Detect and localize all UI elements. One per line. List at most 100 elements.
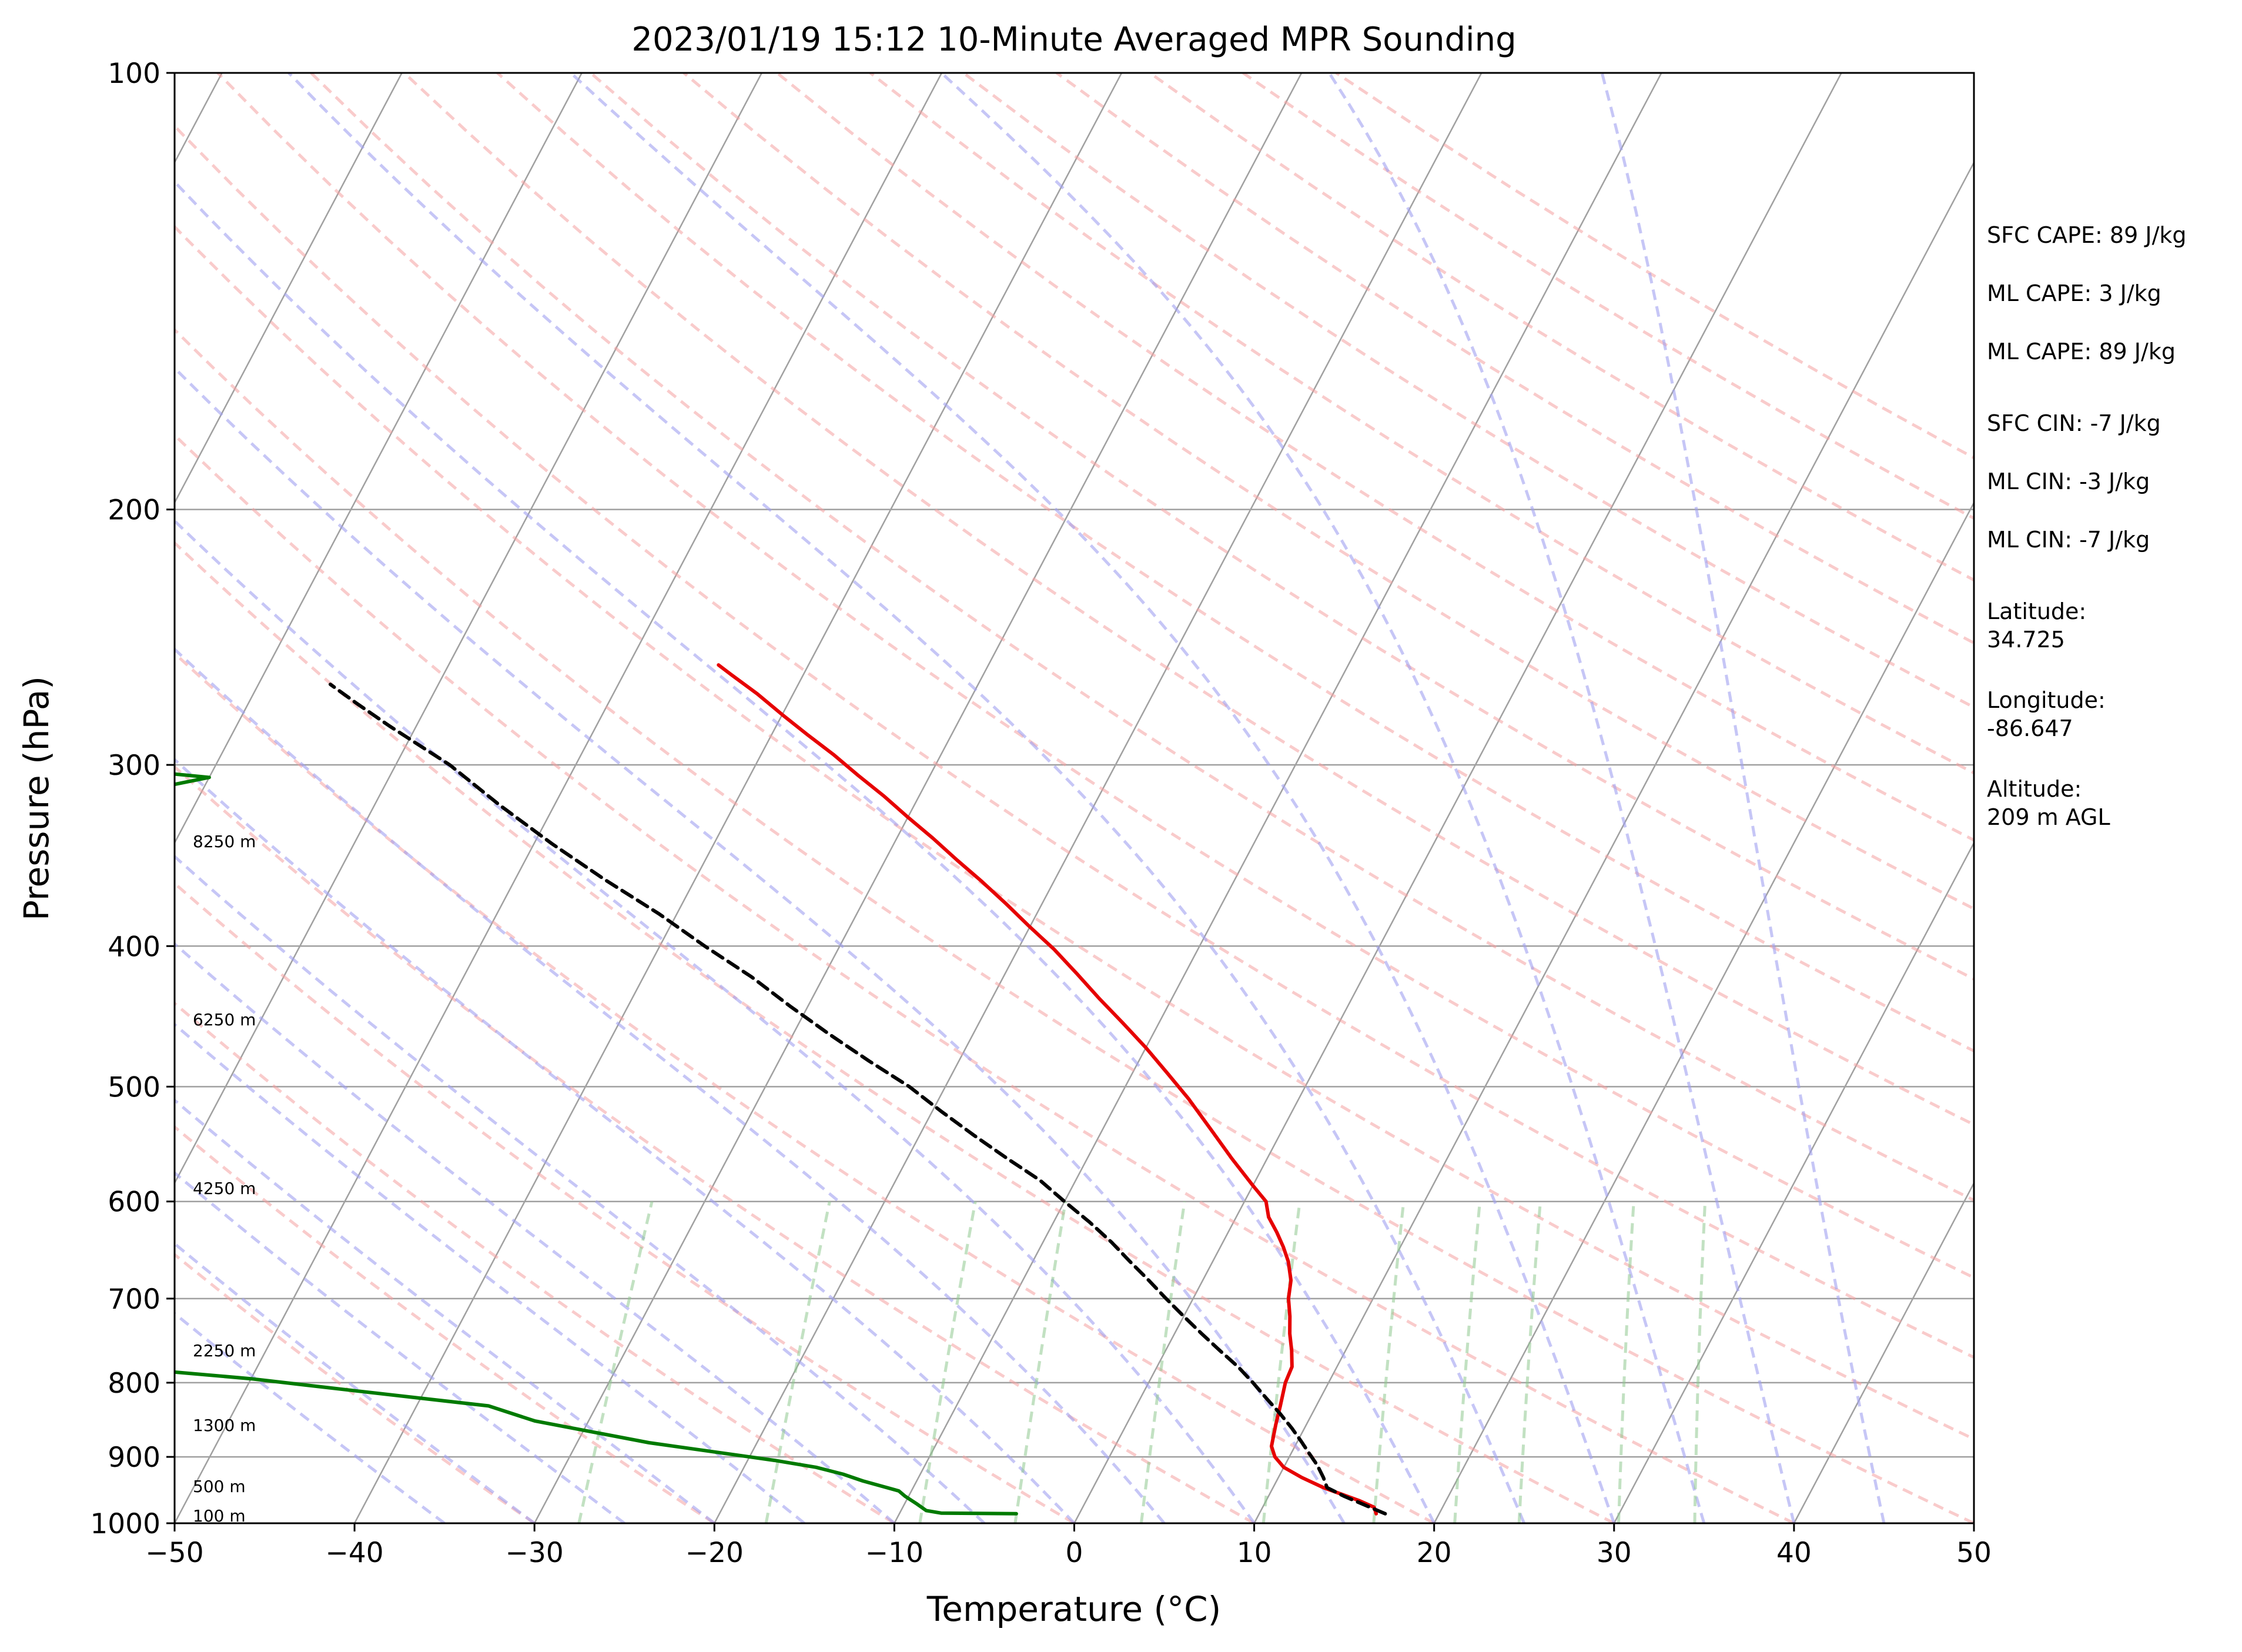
- mixing-ratio-line: [1261, 1201, 1301, 1523]
- y-tick-label: 100: [108, 58, 160, 90]
- isotherm-line: [175, 73, 403, 504]
- isotherm-line: [1253, 160, 1974, 1523]
- x-tick-label: −10: [865, 1537, 923, 1569]
- moist-adiabats: [175, 73, 1886, 1523]
- y-axis-ticks: 100 200 300 400 500 600 700 800 900 1000: [90, 58, 175, 1540]
- stat-sfc-cin: SFC CIN: -7 J/kg: [1987, 410, 2161, 436]
- mixing-ratio-line: [918, 1201, 977, 1523]
- dry-adiabat: [590, 73, 1974, 981]
- moist-adiabat: [1600, 73, 1886, 1523]
- height-label-500m: 500 m: [193, 1477, 246, 1496]
- x-tick-label: 0: [1066, 1537, 1083, 1569]
- temperature-profile-line-0: [717, 663, 1378, 1516]
- height-label-1300m: 1300 m: [193, 1416, 256, 1435]
- height-label-100m: 100 m: [193, 1506, 246, 1526]
- stat-ml-cin-1: ML CIN: -3 J/kg: [1987, 469, 2150, 494]
- moist-adiabat: [940, 73, 1706, 1523]
- isotherm-line: [534, 73, 1303, 1523]
- x-tick-label: 40: [1776, 1537, 1812, 1569]
- parcel-profile-line-4: [329, 683, 1387, 1516]
- stat-longitude-value: -86.647: [1987, 715, 2073, 741]
- moist-adiabat: [175, 366, 1346, 1523]
- mixing-ratio-line: [1139, 1201, 1186, 1523]
- y-tick-label: 300: [108, 750, 160, 782]
- isotherm-line: [175, 73, 763, 1185]
- y-tick-label: 700: [108, 1283, 160, 1316]
- mixing-ratio-lines: [577, 1201, 1707, 1523]
- dry-adiabat: [175, 651, 1435, 1523]
- x-tick-label: 20: [1417, 1537, 1452, 1569]
- pressure-gridlines: [175, 509, 1974, 1458]
- sounding-stats-panel: SFC CAPE: 89 J/kg ML CAPE: 3 J/kg ML CAP…: [1987, 222, 2187, 830]
- mixing-ratio-line: [764, 1201, 831, 1523]
- isotherm-line: [1073, 73, 1842, 1523]
- y-tick-label: 500: [108, 1071, 160, 1103]
- height-label-8250m: 8250 m: [193, 832, 256, 851]
- x-tick-label: 30: [1597, 1537, 1632, 1569]
- stat-ml-cape-1: ML CAPE: 3 J/kg: [1987, 280, 2161, 306]
- dry-adiabat: [175, 765, 1255, 1523]
- y-tick-label: 800: [108, 1367, 160, 1400]
- dry-adiabat: [175, 1001, 895, 1523]
- mixing-ratio-line: [1693, 1201, 1707, 1523]
- dry-adiabat: [175, 541, 1615, 1523]
- mixing-ratio-line: [1372, 1201, 1406, 1523]
- height-labels: 100 m 500 m 1300 m 2250 m 4250 m 6250 m …: [193, 832, 256, 1526]
- mixing-ratio-line: [1517, 1201, 1542, 1523]
- x-tick-label: 10: [1237, 1537, 1272, 1569]
- stat-sfc-cape: SFC CAPE: 89 J/kg: [1987, 222, 2187, 248]
- isotherm-line: [2154, 73, 2242, 1523]
- dewpoint-profile-line-1: [175, 1370, 1018, 1516]
- moist-adiabat: [175, 1098, 715, 1523]
- y-axis-label: Pressure (hPa): [16, 676, 56, 921]
- y-tick-label: 600: [108, 1186, 160, 1219]
- dry-adiabat: [175, 123, 1974, 1359]
- dry-adiabat: [175, 1252, 536, 1523]
- x-tick-label: −50: [145, 1537, 203, 1569]
- moist-adiabat: [175, 179, 1435, 1523]
- mixing-ratio-line: [1453, 1201, 1481, 1523]
- isotherms: [175, 73, 2242, 1523]
- dry-adiabat: [175, 433, 1795, 1523]
- x-tick-label: −20: [685, 1537, 744, 1569]
- x-axis-label: Temperature (°C): [926, 1589, 1222, 1629]
- isotherm-line: [1793, 1181, 1974, 1523]
- height-label-2250m: 2250 m: [193, 1341, 256, 1360]
- dry-adiabat: [175, 1125, 715, 1523]
- dry-adiabat: [216, 73, 1974, 1280]
- y-tick-label: 900: [108, 1442, 160, 1474]
- sounding-profiles: [175, 663, 1387, 1516]
- stat-latitude-label: Latitude:: [1987, 598, 2086, 624]
- dry-adiabat: [682, 73, 1974, 911]
- dry-adiabat: [175, 327, 1974, 1523]
- moist-adiabat: [287, 73, 1526, 1523]
- x-tick-label: 50: [1956, 1537, 1992, 1569]
- height-label-6250m: 6250 m: [193, 1010, 256, 1029]
- isotherm-line: [175, 73, 583, 845]
- stat-longitude-label: Longitude:: [1987, 687, 2106, 713]
- dry-adiabat: [776, 73, 1974, 842]
- dry-adiabat: [310, 73, 1974, 1202]
- stat-altitude-label: Altitude:: [1987, 776, 2082, 802]
- stat-latitude-value: 34.725: [1987, 627, 2065, 653]
- dry-adiabat: [175, 881, 1075, 1523]
- y-tick-label: 200: [108, 494, 160, 527]
- isotherm-line: [1433, 501, 1974, 1523]
- x-axis-ticks: −50 −40 −30 −20 −10 0 10 20 30 40 50: [145, 1523, 1992, 1569]
- isotherm-line: [1613, 841, 1974, 1523]
- mixing-ratio-line: [1013, 1201, 1068, 1523]
- stat-ml-cin-2: ML CIN: -7 J/kg: [1987, 527, 2150, 553]
- moist-adiabat: [175, 1171, 625, 1523]
- moist-adiabat: [175, 757, 1076, 1523]
- stat-altitude-value: 209 m AGL: [1987, 804, 2110, 830]
- dry-adiabat: [175, 225, 1974, 1441]
- y-tick-label: 1000: [90, 1508, 160, 1540]
- moist-adiabat: [175, 942, 896, 1523]
- x-tick-label: −30: [506, 1537, 564, 1569]
- stat-ml-cape-2: ML CAPE: 89 J/kg: [1987, 339, 2176, 364]
- moist-adiabat: [175, 1242, 536, 1523]
- mixing-ratio-line: [1617, 1201, 1635, 1523]
- dry-adiabat: [496, 73, 1974, 1053]
- isotherm-line: [894, 73, 1662, 1523]
- dry-adiabat: [403, 73, 1974, 1126]
